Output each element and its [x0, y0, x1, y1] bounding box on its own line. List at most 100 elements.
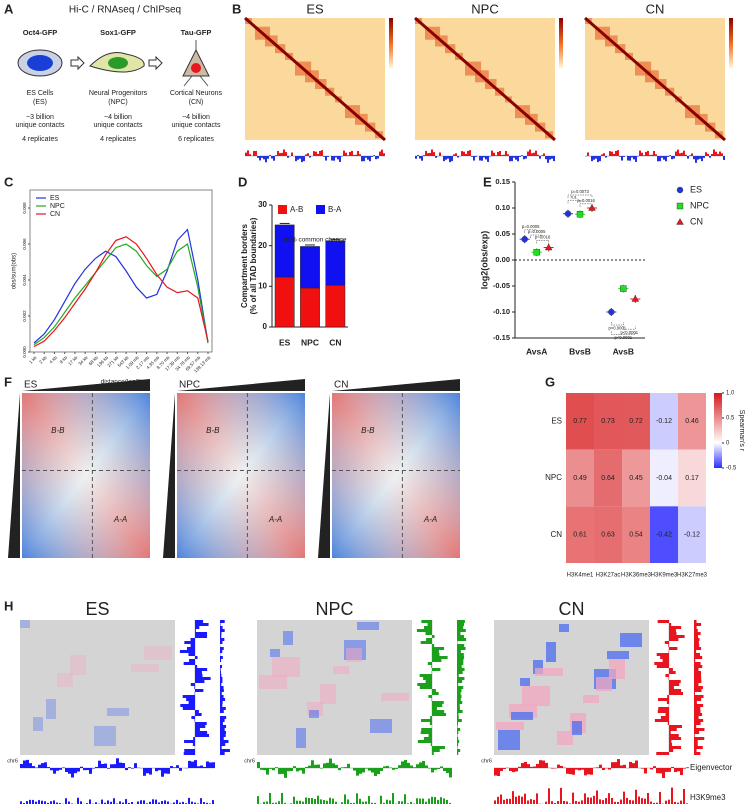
h3k9-spike: [365, 801, 367, 804]
h3k9-spike: [101, 799, 103, 804]
side-track-bar: [669, 692, 684, 695]
contact-blob: [498, 730, 520, 750]
eigen-bar: [547, 156, 549, 163]
eigen-bar: [569, 768, 572, 775]
eigen-bar: [632, 763, 635, 768]
eigen-bar: [623, 764, 626, 768]
side-track-bar: [195, 668, 208, 671]
cell-marker: Oct4-GFP: [23, 28, 58, 37]
eigen-bar: [545, 156, 547, 160]
eigen-bar: [655, 154, 657, 156]
eigen-bar: [443, 768, 446, 772]
h3k9-spike: [275, 802, 277, 804]
side-track-spike: [694, 677, 702, 680]
eigen-bar: [23, 760, 26, 768]
h3k9-spike: [257, 796, 259, 804]
eigen-bar: [353, 768, 356, 771]
eigen-bar: [167, 768, 170, 774]
h3k9-spike: [41, 800, 43, 804]
eigen-bar: [519, 156, 521, 157]
side-track-spike: [694, 629, 698, 632]
side-track-spike: [694, 644, 700, 647]
h3k9-spike: [449, 802, 451, 804]
series-line: [33, 242, 209, 346]
h3k9-spike: [20, 801, 22, 804]
eigen-bar: [353, 154, 355, 156]
eigen-bar: [339, 156, 341, 162]
h3k9-spike: [530, 799, 532, 804]
h3k9-spike: [527, 800, 529, 804]
h3k9-spike: [329, 797, 331, 804]
eigen-bar: [629, 156, 631, 161]
side-track-spike: [220, 692, 222, 695]
eigen-bar: [20, 763, 23, 768]
eigen-bar: [539, 156, 541, 159]
contact-blob: [57, 673, 73, 687]
eigen-bar: [614, 762, 617, 768]
h3k9-spike: [185, 803, 187, 804]
eigen-bar: [512, 768, 515, 773]
eigen-bar: [56, 768, 59, 771]
eigen-bar: [413, 767, 416, 768]
p-value: p=0.016: [535, 234, 551, 239]
eigen-bar: [89, 768, 92, 774]
side-track-bar: [669, 632, 677, 635]
h3k9-spike: [326, 800, 328, 804]
eigen-bar: [351, 150, 353, 156]
side-track-bar: [669, 746, 682, 749]
saddle-overlay: [22, 393, 150, 558]
region-label: B-B: [361, 426, 375, 435]
side-track-spike: [220, 686, 224, 689]
contact-blob: [535, 668, 563, 676]
h3k9-spike: [644, 798, 646, 804]
side-track-spike: [457, 638, 467, 641]
eigen-bar: [255, 150, 257, 156]
side-track-bar: [417, 740, 432, 743]
h3k9-spike: [317, 795, 319, 804]
h3k9-spike: [437, 799, 439, 804]
side-track-spike: [694, 623, 702, 626]
eigen-bar: [29, 763, 32, 768]
p-value: p<0.0001: [609, 326, 627, 331]
side-track-spike: [220, 638, 225, 641]
eigen-bar: [249, 154, 251, 156]
h3k9-spike: [263, 801, 265, 804]
side-track-bar: [182, 707, 195, 710]
h3k9-spike: [443, 798, 445, 804]
eigen-bar: [392, 768, 395, 770]
cell-label: 0.73: [601, 418, 615, 425]
h3k9-spike: [671, 787, 673, 804]
eigen-bar: [463, 151, 465, 156]
eigen-bar: [68, 768, 71, 774]
eigen-bar: [680, 768, 683, 776]
eigen-bar: [375, 156, 377, 160]
cell-label: -0.12: [656, 418, 672, 425]
eigen-bar: [431, 149, 433, 156]
contact-blob: [522, 686, 550, 706]
h3k9-spike: [47, 802, 49, 804]
eigen-bar: [371, 768, 374, 773]
hic-colorbar: [729, 18, 733, 68]
side-track-spike: [694, 722, 701, 725]
heatmap-cell: [678, 506, 706, 563]
eigen-bar: [501, 154, 503, 156]
hic-colorbar: [559, 18, 563, 68]
map-title: ES: [24, 380, 38, 391]
side-track-bar: [195, 656, 198, 659]
eigen-bar: [435, 156, 437, 158]
colorbar: [714, 393, 722, 468]
legend-label: NPC: [50, 203, 65, 210]
eigen-bar: [164, 768, 167, 774]
side-track-bar: [184, 749, 195, 752]
side-track-bar: [662, 659, 669, 662]
side-track-bar: [427, 623, 432, 626]
h3k9-spike: [674, 801, 676, 804]
eigen-bar: [500, 768, 503, 772]
eigen-bar: [645, 151, 647, 156]
panel-letter: C: [4, 174, 14, 189]
side-track-spike: [220, 743, 226, 746]
eigen-bar: [667, 156, 669, 157]
side-track-bar: [195, 728, 200, 731]
eigen-bar: [260, 768, 263, 770]
side-track-bar: [423, 737, 432, 740]
